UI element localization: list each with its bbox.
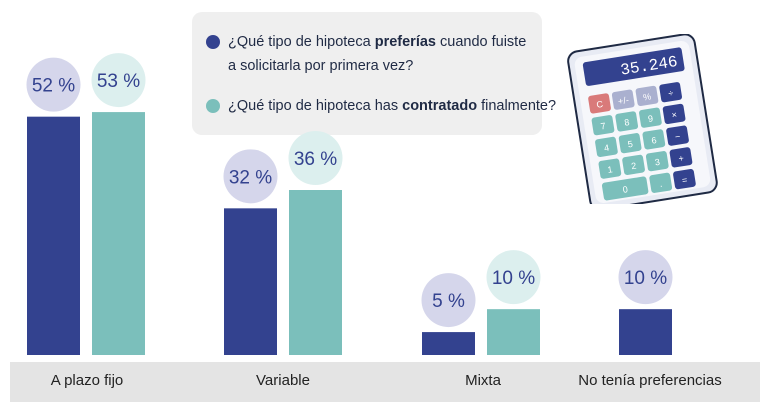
category-label: A plazo fijo xyxy=(50,372,124,389)
bar-preferred xyxy=(422,332,475,355)
bar-preferred xyxy=(27,116,80,356)
calculator-key xyxy=(666,125,689,146)
calculator-keypad: C +/-% ÷ 7 8 9 × 4 5 6 − 1 2 3 +0. = xyxy=(588,82,696,201)
value-bubble xyxy=(421,273,476,328)
calculator-key xyxy=(591,115,615,136)
calculator-key xyxy=(642,129,666,150)
bar-contracted xyxy=(92,112,145,355)
calculator-key-label: 5 xyxy=(627,139,634,150)
category-axis xyxy=(10,362,760,402)
calculator-key-label: . xyxy=(659,179,663,189)
legend: ¿Qué tipo de hipoteca preferías cuando f… xyxy=(192,12,556,135)
calculator-key xyxy=(615,111,639,132)
calculator-key xyxy=(645,151,669,172)
calculator-key xyxy=(595,136,618,158)
calculator-key xyxy=(673,169,696,190)
calculator-key xyxy=(662,103,686,125)
calculator-key xyxy=(622,154,645,175)
calculator-key-label: 6 xyxy=(651,135,658,146)
calculator-key-label: 1 xyxy=(607,164,614,175)
bar-contracted xyxy=(289,190,342,355)
data-label: 52 % xyxy=(32,76,75,97)
calculator-key-label: 8 xyxy=(624,117,631,128)
calculator-key-label: = xyxy=(681,175,688,186)
calculator-key xyxy=(618,133,642,154)
calculator-key-label: 2 xyxy=(630,161,637,172)
calculator-key-label: +/- xyxy=(617,95,629,107)
calculator-key-label: 7 xyxy=(600,121,607,132)
bar-contracted xyxy=(487,309,540,355)
data-label: 36 % xyxy=(294,149,337,170)
bar-preferred xyxy=(224,208,277,355)
calculator-key-label: 0 xyxy=(622,184,629,195)
value-bubble xyxy=(26,57,81,112)
category-label: Variable xyxy=(256,372,310,389)
legend-label-contracted: ¿Qué tipo de hipoteca has contratado fin… xyxy=(228,98,557,114)
calculator-display xyxy=(582,47,685,86)
calculator-key-label: 4 xyxy=(603,143,610,154)
calculator-key xyxy=(639,107,662,128)
calculator-key xyxy=(649,172,673,193)
calculator-key xyxy=(588,93,611,114)
calculator-key xyxy=(611,89,635,110)
data-label: 53 % xyxy=(97,71,140,92)
calculator-key-label: + xyxy=(678,153,685,164)
calculator-illustration: 3 5. 2 4 6 C +/-% ÷ 7 8 9 × 4 5 6 − 1 2 3 +0. = xyxy=(567,34,718,204)
calculator-key xyxy=(659,82,683,103)
calculator-key xyxy=(669,147,693,168)
calculator-key-label: % xyxy=(642,91,651,102)
value-bubble xyxy=(223,149,278,204)
value-bubble xyxy=(91,53,146,108)
data-label: 10 % xyxy=(624,268,667,289)
calculator-key-label: ÷ xyxy=(668,88,675,99)
category-label: No tenía preferencias xyxy=(578,372,722,389)
calculator-key-label: 3 xyxy=(654,157,661,168)
calculator-key xyxy=(601,176,649,201)
legend-swatch-preferred xyxy=(206,35,220,49)
value-bubble xyxy=(486,250,541,305)
data-label: 32 % xyxy=(229,167,272,188)
value-bubble xyxy=(618,250,673,305)
data-label: 5 % xyxy=(432,291,465,312)
calculator-key xyxy=(635,85,659,107)
legend-label-preferred: ¿Qué tipo de hipoteca preferías cuando f… xyxy=(228,34,527,74)
calculator-key-label: C xyxy=(596,99,604,110)
bar-preferred xyxy=(619,309,672,355)
calculator-key-label: × xyxy=(671,110,678,121)
value-bubble xyxy=(288,131,343,185)
data-label: 10 % xyxy=(492,268,535,289)
calculator-key xyxy=(598,158,622,179)
calculator-key-label: 9 xyxy=(647,113,654,124)
calculator-key-label: − xyxy=(674,131,681,142)
legend-swatch-contracted xyxy=(206,99,220,113)
category-label: Mixta xyxy=(465,372,501,389)
